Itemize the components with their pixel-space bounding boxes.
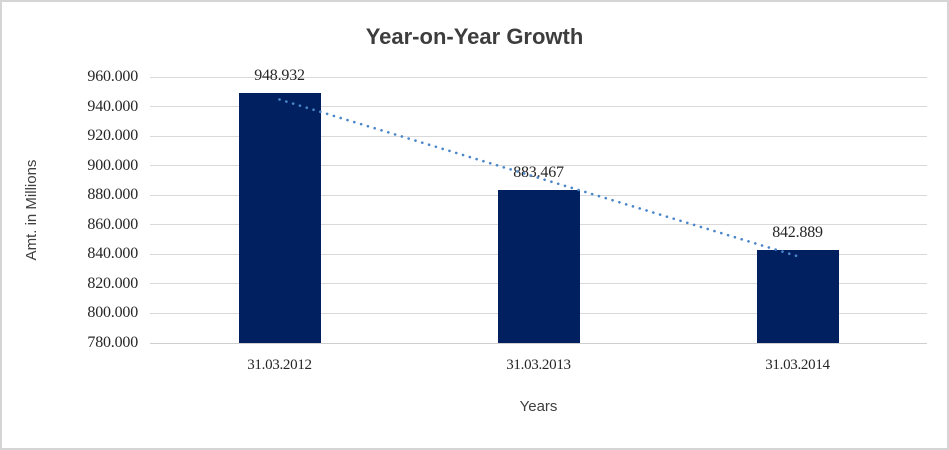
y-tick-label: 840.000 [87,245,138,263]
gridline [150,106,927,108]
bar-31.03.2013 [497,190,580,343]
x-axis-title: Years [519,398,558,415]
gridline [150,165,927,167]
bar-31.03.2012 [238,93,321,343]
data-label: 883.467 [513,164,564,182]
x-axis-line [150,343,927,344]
y-tick-label: 820.000 [87,274,138,292]
y-tick-label: 940.000 [87,97,138,115]
x-tick-label: 31.03.2012 [247,357,312,373]
data-label: 842.889 [772,224,823,242]
y-tick-label: 780.000 [87,334,138,351]
x-tick-label: 31.03.2014 [765,357,830,373]
y-tick-label: 800.000 [87,304,138,322]
gridline [150,76,927,78]
plot-area: 948.932 883.467 842.889 [150,67,927,344]
y-tick-label: 900.000 [87,156,138,174]
y-tick-label: 880.000 [87,186,138,204]
y-tick-label: 960.000 [87,68,138,85]
trendline [278,98,799,258]
bar-31.03.2014 [756,250,839,343]
data-label: 948.932 [254,67,305,85]
y-axis-tick-labels: 960.000 940.000 920.000 900.000 880.000 860.0… [28,68,138,351]
y-tick-label: 920.000 [87,127,138,145]
y-tick-label: 860.000 [87,215,138,233]
gridline [150,135,927,137]
x-tick-label: 31.03.2013 [506,357,571,373]
chart-title: Year-on-Year Growth [365,24,584,49]
x-axis-tick-labels: 31.03.2012 31.03.2013 31.03.2014 [150,357,927,379]
